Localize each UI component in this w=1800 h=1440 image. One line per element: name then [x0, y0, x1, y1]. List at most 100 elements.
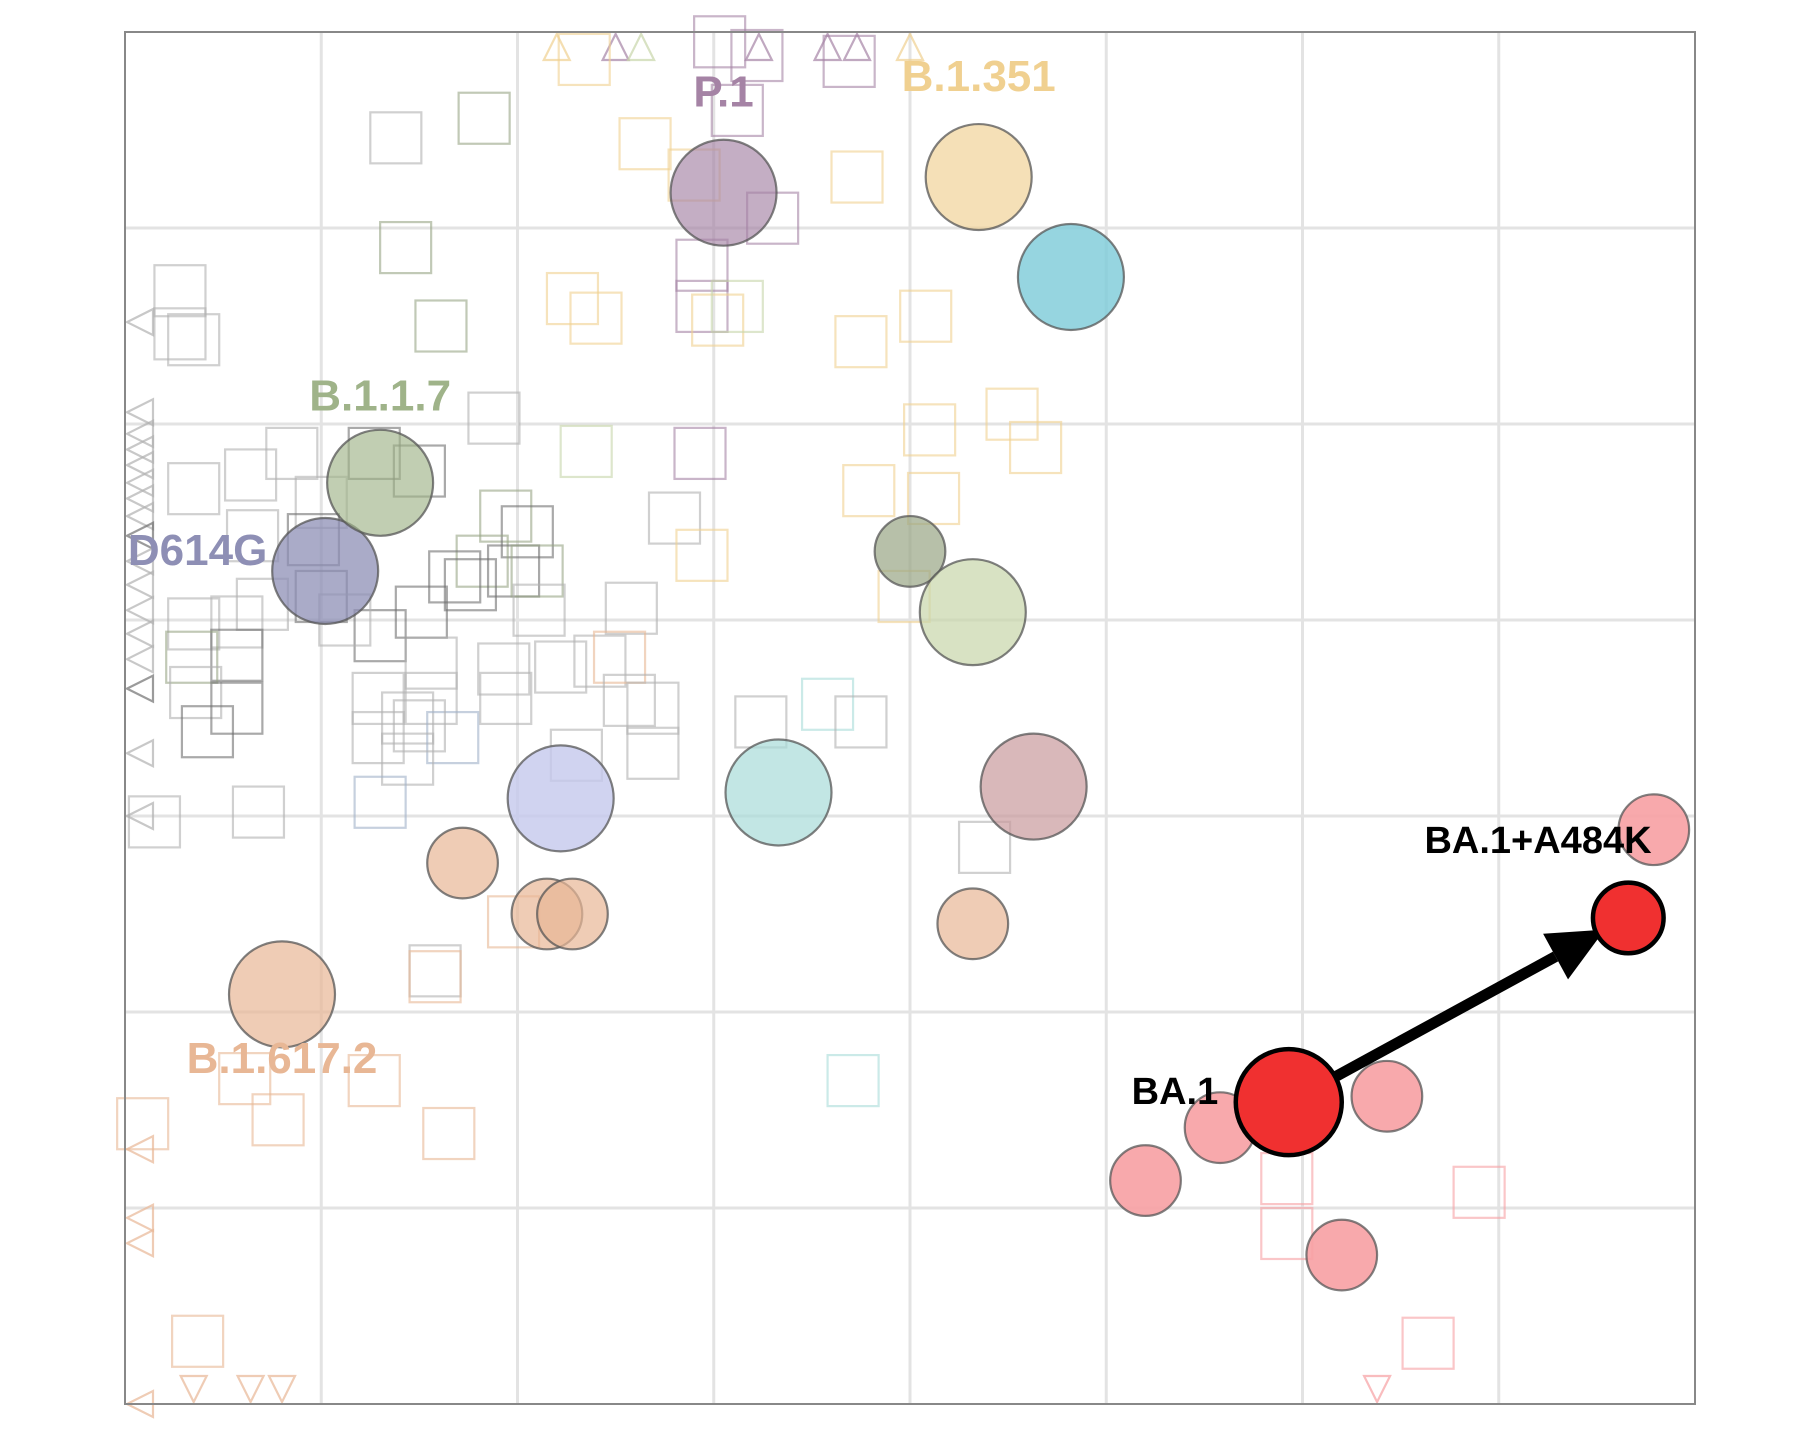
serum-point	[265, 426, 319, 481]
off-plot-left-marker	[124, 483, 155, 514]
off-plot-top-marker	[600, 31, 631, 62]
serum-point	[673, 426, 727, 481]
antigen-point	[1109, 1144, 1182, 1217]
antigen-point	[936, 887, 1010, 961]
serum-point	[457, 91, 511, 145]
serum-point	[210, 595, 264, 649]
serum-point	[693, 15, 747, 69]
serum-point	[455, 534, 509, 588]
serum-point	[428, 550, 482, 604]
serum-point	[545, 271, 600, 326]
serum-point	[830, 150, 884, 204]
serum-point	[223, 448, 278, 502]
antigen-point	[669, 138, 778, 247]
variant-label: B.1.1.7	[309, 371, 451, 420]
focus-label: BA.1	[1132, 1071, 1219, 1113]
serum-point	[675, 279, 729, 334]
off-plot-bottom-marker	[235, 1374, 266, 1405]
serum-point	[153, 307, 207, 361]
variant-label: P.1	[693, 67, 753, 116]
antigen-point	[536, 877, 609, 951]
serum-point	[559, 424, 613, 479]
serum-point	[730, 28, 784, 83]
antigen-point	[724, 738, 833, 847]
serum-point	[153, 264, 207, 318]
serum-point	[210, 681, 264, 735]
serum-point	[834, 315, 888, 369]
serum-point	[408, 944, 462, 998]
serum-point	[422, 1106, 476, 1161]
antigen-point	[924, 122, 1033, 232]
off-plot-left-marker	[124, 595, 155, 625]
antigen-point	[1016, 222, 1126, 332]
antigen-points	[227, 122, 1691, 1292]
off-plot-top-marker	[895, 31, 925, 62]
serum-point	[479, 489, 533, 543]
serum-point	[957, 820, 1012, 874]
antigen-point	[1350, 1059, 1424, 1133]
serum-point	[116, 1097, 170, 1151]
off-plot-left-marker	[124, 801, 155, 831]
plot-frame	[124, 31, 1696, 1405]
sera-points	[116, 15, 1506, 1370]
serum-point	[379, 220, 433, 275]
serum-point	[231, 785, 286, 839]
serum-point	[165, 630, 219, 684]
off-plot-left-marker	[124, 546, 155, 576]
variant-label: B.1.617.2	[187, 1034, 378, 1083]
focus-labels: BA.1 BA.1+A484K	[1132, 820, 1652, 1113]
serum-point	[500, 505, 554, 559]
off-plot-left-marker	[124, 397, 155, 428]
off-plot-top-marker	[541, 31, 572, 62]
grid-lines	[125, 32, 1695, 1404]
serum-point	[218, 1052, 272, 1106]
serum-point	[557, 32, 611, 87]
serum-point	[842, 464, 896, 518]
serum-point	[467, 391, 521, 445]
serum-point	[351, 710, 405, 765]
antigen-point	[1617, 793, 1691, 867]
off-plot-top-marker	[744, 31, 774, 62]
serum-point	[225, 509, 280, 563]
serum-point	[569, 291, 623, 345]
serum-point	[618, 117, 672, 171]
antigen-point	[326, 428, 435, 537]
focus-antigens	[1233, 880, 1666, 1158]
off-plot-left-marker	[124, 434, 155, 465]
serum-point	[675, 528, 729, 582]
serum-point	[479, 671, 533, 726]
variant-label: B.1.351	[902, 52, 1056, 101]
serum-point	[394, 585, 448, 639]
antigen-point	[426, 826, 499, 900]
variant-label: D614G	[128, 526, 267, 575]
off-plot-left-marker	[124, 673, 155, 704]
off-plot-left-marker	[124, 1203, 155, 1233]
serum-point	[1260, 1206, 1314, 1261]
serum-point	[626, 681, 680, 735]
off-plot-bottom-marker	[178, 1374, 209, 1405]
serum-point	[1452, 1165, 1506, 1219]
serum-point	[800, 677, 855, 731]
serum-point	[353, 775, 407, 829]
off-plot-top-marker	[626, 31, 656, 62]
serum-point	[822, 34, 876, 89]
serum-point	[1260, 1151, 1314, 1206]
serum-point	[1008, 420, 1063, 475]
serum-point	[675, 238, 729, 292]
antigen-point	[271, 516, 380, 626]
antigen-point	[227, 940, 337, 1049]
off-plot-left-marker	[124, 419, 155, 449]
serum-point	[604, 581, 658, 635]
serum-point	[710, 83, 764, 138]
serum-point	[408, 950, 462, 1004]
serum-point	[353, 609, 407, 663]
antigen-point	[918, 558, 1027, 667]
serum-point	[180, 705, 235, 759]
serum-point	[534, 640, 588, 694]
off-plot-left-marker	[124, 618, 155, 649]
antigen-point	[506, 744, 615, 853]
serum-point	[404, 636, 458, 690]
off-plot-left-marker	[124, 307, 155, 337]
serum-point	[167, 597, 221, 651]
